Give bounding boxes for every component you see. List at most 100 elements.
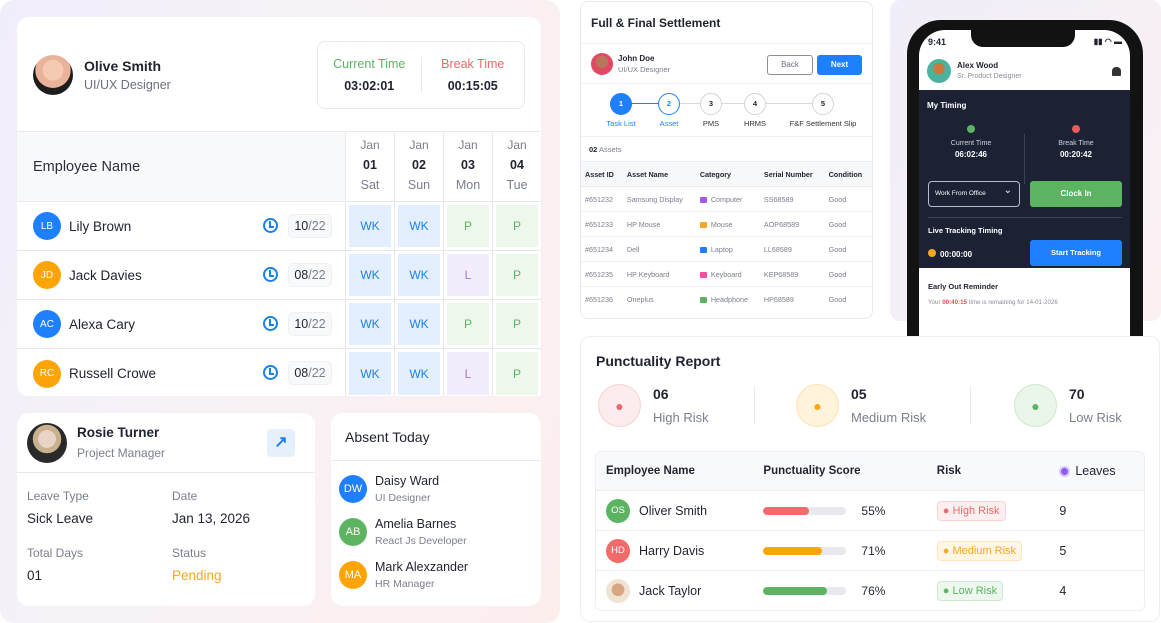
timing-panel: My Timing Current Time 06:02:46 Break Ti… [919, 90, 1130, 268]
user-name: Alex Wood [957, 61, 999, 70]
attendance-cell[interactable]: WK [345, 300, 394, 348]
clock-icon[interactable] [263, 365, 278, 380]
table-row[interactable]: RC Russell Crowe 08/22 WK WK L P [17, 349, 541, 396]
reminder-time: 00:40:15 [942, 299, 968, 306]
attendance-cell[interactable]: P [492, 300, 541, 348]
present-count: 10 [294, 317, 309, 331]
headphone-icon [699, 296, 707, 303]
reminder-suffix: time is remaining for 14-01-2026 [967, 299, 1058, 306]
serial-number: AOP68589 [759, 211, 825, 237]
punctuality-table: Employee Name Punctuality Score Risk Lea… [595, 451, 1145, 611]
clock-icon[interactable] [263, 267, 278, 282]
col-leaves: Leaves [1059, 464, 1144, 478]
condition: Good [824, 186, 872, 212]
mobile-screen: 9:41 ▮▮ ◠ ▬ Alex Wood Sr. Product Design… [919, 30, 1130, 340]
attendance-cell[interactable]: WK [394, 251, 443, 299]
table-row[interactable]: AC Alexa Cary 10/22 WK WK P P [17, 300, 541, 349]
attendance-status: WK [349, 303, 391, 345]
risk-cell: ● Low Risk [936, 580, 1060, 601]
attendance-cell[interactable]: WK [345, 251, 394, 299]
clock-in-button[interactable]: Clock In [1030, 181, 1122, 207]
table-row[interactable]: #651234 Dell Laptop LL68589 Good [581, 236, 872, 262]
step-1[interactable]: 1 [610, 93, 632, 115]
table-row[interactable]: JD Jack Davies 08/22 WK WK L P [17, 251, 541, 300]
attendance-cell[interactable]: WK [394, 202, 443, 250]
attendance-cell[interactable]: P [443, 202, 492, 250]
step-3[interactable]: 3 [700, 93, 722, 115]
clock-icon[interactable] [263, 218, 278, 233]
weekday: Mon [455, 178, 481, 192]
list-item[interactable]: AB Amelia Barnes React Js Developer [331, 510, 541, 553]
person-name: Daisy Ward [375, 473, 440, 488]
employee-cell: RC Russell Crowe 08/22 [17, 349, 345, 396]
step-label: PMS [702, 119, 720, 128]
employee-cell: AC Alexa Cary 10/22 [17, 300, 345, 348]
risk-summary-item[interactable]: ● 70 Low Risk [1014, 384, 1122, 427]
step-label: Asset [659, 119, 679, 128]
risk-badge: ● Low Risk [936, 580, 1004, 601]
leaves-dot-icon [1059, 465, 1071, 477]
table-row[interactable]: OS Oliver Smith 55% ● High Risk 9 [596, 490, 1144, 530]
employee-name: Lily Brown [69, 218, 132, 234]
attendance-cell[interactable]: WK [394, 300, 443, 348]
attendance-status: P [496, 352, 538, 395]
step-4[interactable]: 4 [744, 93, 766, 115]
avatar [606, 578, 630, 603]
mouse-icon [699, 221, 707, 228]
attendance-cell[interactable]: WK [394, 349, 443, 396]
back-button[interactable]: Back [767, 55, 813, 75]
day-column-header: Jan 04 Tue [492, 132, 541, 201]
leaves-header-label: Leaves [1075, 464, 1116, 478]
open-leave-button[interactable]: ↗ [267, 429, 295, 457]
alarm-clock-icon [967, 125, 975, 133]
users-group-icon: ● [1014, 384, 1057, 427]
table-row[interactable]: #651235 HP Keyboard Keyboard KEP68589 Go… [581, 261, 872, 287]
table-row[interactable]: Jack Taylor 76% ● Low Risk 4 [596, 570, 1144, 610]
avatar: HD [606, 538, 630, 563]
attendance-cell[interactable]: P [492, 251, 541, 299]
employee-name: Harry Davis [639, 543, 705, 558]
table-row[interactable]: #651233 HP Mouse Mouse AOP68589 Good [581, 211, 872, 237]
category-label: Headphone [710, 294, 749, 304]
asset-name: HP Mouse [622, 211, 696, 237]
attendance-cell[interactable]: L [443, 251, 492, 299]
asset-id: #651232 [581, 186, 623, 212]
risk-summary-item[interactable]: ● 06 High Risk [598, 384, 709, 427]
user-name: John Doe [618, 53, 655, 63]
month: Jan [409, 138, 429, 152]
table-row[interactable]: HD Harry Davis 71% ● Medium Risk 5 [596, 530, 1144, 570]
risk-badge: ● Medium Risk [936, 540, 1023, 561]
day-column-header: Jan 03 Mon [443, 132, 492, 201]
table-row[interactable]: #651232 Samsung Display Computer SS68589… [581, 186, 872, 212]
next-button[interactable]: Next [817, 55, 862, 75]
start-tracking-button[interactable]: Start Tracking [1030, 240, 1122, 266]
score-bar [763, 546, 847, 555]
avatar: LB [33, 212, 61, 240]
list-item[interactable]: MA Mark Alexzander HR Manager [331, 553, 541, 596]
attendance-status: P [447, 205, 489, 247]
column-header: Condition [824, 161, 872, 187]
step-2[interactable]: 2 [658, 93, 680, 115]
attendance-cell[interactable]: P [492, 202, 541, 250]
attendance-status: WK [398, 303, 440, 345]
time-summary: Current Time 03:02:01 Break Time 00:15:0… [317, 41, 525, 109]
step-5[interactable]: 5 [812, 93, 834, 115]
table-row[interactable]: LB Lily Brown 10/22 WK WK P P [17, 202, 541, 251]
attendance-cell[interactable]: P [443, 300, 492, 348]
attendance-cell[interactable]: WK [345, 349, 394, 396]
divider [754, 386, 755, 424]
attendance-cell[interactable]: P [492, 349, 541, 396]
attendance-cell[interactable]: WK [345, 202, 394, 250]
clock-icon[interactable] [263, 316, 278, 331]
attendance-cell[interactable]: L [443, 349, 492, 396]
column-header: Asset Name [622, 161, 696, 187]
risk-badge: ● High Risk [936, 500, 1006, 521]
score-bar [763, 586, 847, 595]
list-item[interactable]: DW Daisy Ward UI Designer [331, 467, 541, 510]
computer-icon [699, 196, 707, 203]
avatar [27, 422, 67, 463]
bell-icon[interactable] [1112, 67, 1121, 76]
table-row[interactable]: #651236 Oneplus Headphone HP68589 Good [581, 286, 872, 312]
work-mode-select[interactable]: Work From Office [928, 179, 1020, 207]
risk-summary-item[interactable]: ● 05 Medium Risk [796, 384, 926, 427]
